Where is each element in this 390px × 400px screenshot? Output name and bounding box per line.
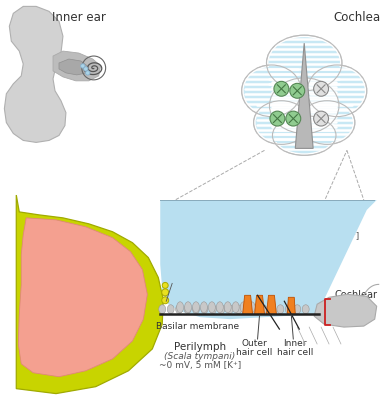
- Ellipse shape: [159, 305, 166, 314]
- Circle shape: [162, 297, 169, 304]
- Ellipse shape: [271, 80, 337, 132]
- Text: Perilymph: Perilymph: [174, 342, 226, 352]
- Ellipse shape: [309, 67, 365, 115]
- Circle shape: [81, 64, 85, 68]
- Ellipse shape: [299, 101, 355, 144]
- Polygon shape: [16, 195, 163, 394]
- Ellipse shape: [243, 305, 250, 314]
- Polygon shape: [266, 295, 277, 314]
- Ellipse shape: [193, 302, 199, 313]
- Ellipse shape: [275, 118, 334, 153]
- Polygon shape: [295, 43, 313, 148]
- Ellipse shape: [260, 305, 267, 314]
- Polygon shape: [18, 218, 147, 377]
- Ellipse shape: [176, 305, 183, 314]
- Ellipse shape: [285, 305, 292, 314]
- Polygon shape: [160, 200, 377, 319]
- Text: (Scala media): (Scala media): [190, 256, 252, 265]
- Ellipse shape: [216, 302, 223, 313]
- Ellipse shape: [277, 305, 284, 314]
- Circle shape: [85, 71, 90, 75]
- Polygon shape: [255, 295, 264, 314]
- Ellipse shape: [232, 302, 239, 313]
- Text: Inner ear: Inner ear: [52, 11, 106, 24]
- Text: Outer: Outer: [242, 339, 268, 348]
- Text: Cochlea: Cochlea: [333, 11, 380, 24]
- Ellipse shape: [269, 78, 339, 134]
- Circle shape: [162, 282, 168, 288]
- Ellipse shape: [254, 101, 309, 144]
- Ellipse shape: [209, 305, 216, 314]
- Text: Supporting: Supporting: [170, 284, 220, 292]
- Text: (Scala vestibuli): (Scala vestibuli): [277, 223, 350, 232]
- Text: Inner: Inner: [284, 339, 307, 348]
- Ellipse shape: [193, 305, 199, 314]
- Polygon shape: [4, 6, 66, 142]
- Polygon shape: [287, 297, 295, 314]
- Ellipse shape: [244, 67, 299, 115]
- Ellipse shape: [218, 305, 225, 314]
- Circle shape: [274, 81, 289, 96]
- Circle shape: [314, 111, 328, 126]
- Ellipse shape: [177, 302, 184, 313]
- Circle shape: [162, 289, 169, 296]
- Ellipse shape: [268, 305, 275, 314]
- Ellipse shape: [184, 305, 191, 314]
- Polygon shape: [314, 294, 377, 327]
- Polygon shape: [59, 59, 89, 75]
- Text: +80 mV, 150mM [K⁺]: +80 mV, 150mM [K⁺]: [190, 264, 287, 274]
- Ellipse shape: [184, 302, 191, 313]
- Polygon shape: [243, 295, 253, 314]
- Circle shape: [286, 111, 301, 126]
- Ellipse shape: [301, 103, 353, 142]
- Circle shape: [83, 67, 88, 71]
- Ellipse shape: [252, 305, 259, 314]
- Ellipse shape: [235, 305, 242, 314]
- Ellipse shape: [208, 302, 215, 313]
- Ellipse shape: [201, 305, 208, 314]
- Ellipse shape: [307, 65, 367, 116]
- Ellipse shape: [242, 65, 301, 116]
- Text: Endolymph: Endolymph: [190, 245, 253, 255]
- Ellipse shape: [226, 305, 233, 314]
- Text: Perilymph: Perilymph: [277, 213, 330, 223]
- Circle shape: [314, 81, 328, 96]
- Circle shape: [270, 111, 285, 126]
- Ellipse shape: [248, 302, 255, 313]
- Ellipse shape: [224, 302, 231, 313]
- Ellipse shape: [240, 302, 247, 313]
- Ellipse shape: [302, 305, 309, 314]
- Text: hair cell: hair cell: [236, 348, 273, 357]
- Ellipse shape: [294, 305, 301, 314]
- Ellipse shape: [200, 302, 207, 313]
- Ellipse shape: [273, 116, 336, 155]
- Ellipse shape: [255, 103, 307, 142]
- Text: (Scala tympani): (Scala tympani): [164, 352, 236, 361]
- Text: Basilar membrane: Basilar membrane: [156, 322, 239, 331]
- Ellipse shape: [167, 305, 174, 314]
- Text: Cochlear
partition: Cochlear partition: [334, 290, 377, 312]
- Ellipse shape: [268, 37, 340, 89]
- Text: cell: cell: [170, 291, 186, 300]
- Ellipse shape: [266, 35, 342, 91]
- Text: ~0 mV, 5 mM [K⁺]: ~0 mV, 5 mM [K⁺]: [277, 232, 360, 241]
- Text: hair cell: hair cell: [277, 348, 314, 357]
- Polygon shape: [53, 51, 101, 81]
- Circle shape: [290, 83, 305, 98]
- Text: ~0 mV, 5 mM [K⁺]: ~0 mV, 5 mM [K⁺]: [159, 361, 241, 370]
